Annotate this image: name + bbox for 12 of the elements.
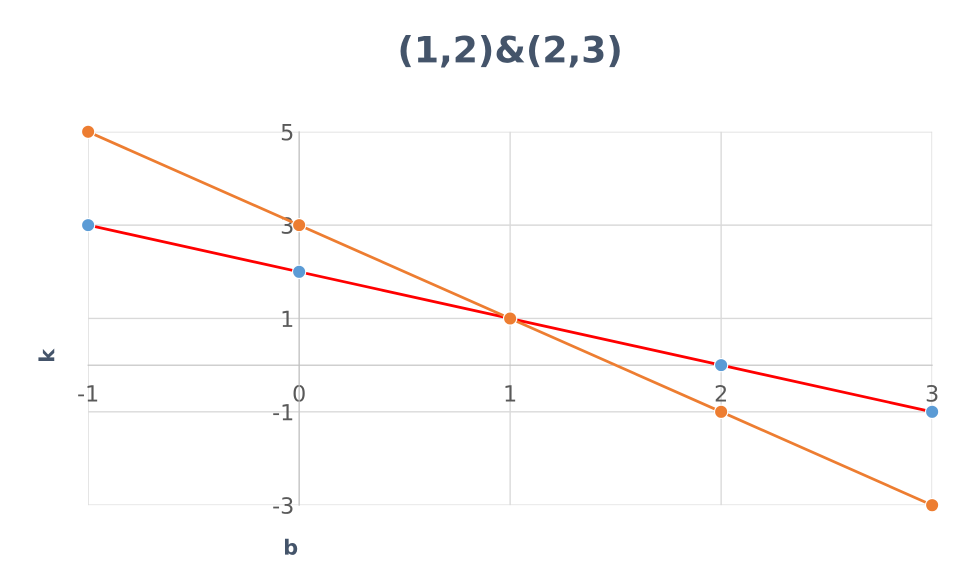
chart-title: (1,2)&(2,3) [400, 34, 620, 68]
x-tick-label: -1 [78, 385, 98, 402]
y-tick-label: 5 [282, 124, 292, 141]
x-tick-label: 3 [926, 384, 938, 402]
y-tick-label: -3 [273, 497, 292, 514]
x-axis-title: b [284, 538, 298, 555]
y-tick-label: -1 [273, 404, 292, 420]
x-tick-label: 0 [294, 384, 305, 402]
y-tick-label: 1 [282, 310, 292, 327]
x-tick-label: 2 [716, 384, 726, 402]
y-axis-title: k [38, 348, 54, 361]
x-tick-label: 1 [506, 385, 516, 402]
